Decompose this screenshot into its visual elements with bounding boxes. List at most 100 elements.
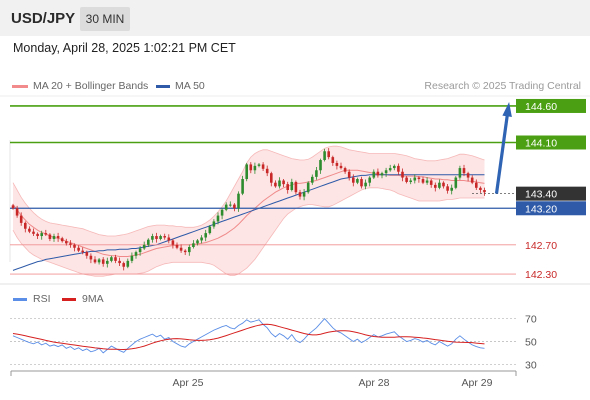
candle-body [372,171,376,178]
candle-body [376,171,380,176]
rsi-line [12,318,485,354]
candle-body [261,164,265,169]
rsi-tick-50: 50 [525,336,537,348]
candle-body [130,255,134,261]
candle-body [106,260,109,264]
rsi-tick-70: 70 [525,314,537,326]
candle-body [44,233,48,235]
candle-body [188,247,191,253]
candle-body [384,170,388,174]
candle-body [65,241,68,244]
chart-header: USD/JPY 30 MIN [0,0,590,36]
candle-body [360,179,363,187]
candle-body [315,170,318,177]
symbol-title: USD/JPY [11,10,76,27]
candle-body [220,209,224,216]
candle-body [77,247,80,251]
candle-body [171,240,175,245]
candle-body [352,177,355,183]
candle-body [204,233,207,238]
candle-body [397,165,400,172]
level-box-143.20 [516,201,586,216]
candle-body [73,244,76,248]
candle-body [446,186,449,191]
candle-body [335,162,339,166]
legend-9ma-label: 9MA [82,293,104,305]
level-box-144.10 [516,135,586,150]
candle-body [298,192,302,197]
candle-body [85,252,89,256]
candle-body [179,247,183,251]
x-tick-label: Apr 28 [359,377,390,389]
candle-body [388,168,392,171]
candle-body [138,248,142,253]
bollinger-band-fill [13,146,485,277]
candle-body [142,244,146,249]
candle-body [306,182,310,193]
candle-body [167,237,171,241]
candle-body [36,233,39,237]
candle-body [229,204,232,206]
research-credit: Research © 2025 Trading Central [424,80,581,92]
candle-body [475,182,478,188]
candle-body [364,182,367,187]
candle-body [413,177,417,181]
candle-body [327,151,330,158]
level-label-142.70: 142.70 [525,240,557,252]
candle-body [147,239,150,245]
candle-body [56,236,60,239]
candle-body [212,221,216,227]
candle-body [237,193,240,209]
candle-body [60,238,64,242]
candle-body [40,233,43,237]
candle-body [466,173,470,178]
candle-body [339,165,343,169]
timeframe-button[interactable]: 30 MIN [80,7,130,31]
legend-ma50-label: MA 50 [175,80,205,92]
candle-body [15,208,19,216]
candle-body [294,181,298,193]
candle-body [331,157,335,163]
candle-body [343,168,347,172]
candle-body [224,204,228,210]
legend-ma20-label: MA 20 + Bollinger Bands [33,80,149,92]
candle-body [110,257,113,261]
level-box-144.60 [516,98,586,113]
level-label-144.60: 144.60 [525,101,557,113]
candle-body [286,184,289,190]
candle-body [311,176,314,183]
candle-body [159,236,162,239]
forecast-arrow-head [502,102,512,117]
candle-body [356,179,359,183]
candle-body [118,260,121,264]
ma50-line [12,174,485,271]
candle-body [196,240,199,244]
candle-body [323,151,326,161]
candle-body [347,171,351,178]
candle-body [438,182,441,188]
candle-body [368,177,371,183]
candle-body [97,259,101,263]
rsi-9ma-line [12,323,485,351]
candle-body [101,259,105,264]
candle-body [241,179,244,194]
candle-body [69,243,72,245]
candle-body [274,182,277,187]
candle-body [89,255,93,260]
candle-body [134,252,138,256]
x-tick-label: Apr 25 [173,377,204,389]
bollinger-lower-line [12,187,485,277]
datetime-label: Monday, April 28, 2025 1:02:21 PM CET [13,41,236,55]
candle-body [282,180,285,185]
candle-body [11,205,15,209]
level-label-143.40: 143.40 [525,189,557,201]
candle-body [216,215,220,222]
legend-ma50-swatch [156,85,170,88]
candle-body [393,165,396,169]
candle-body [114,257,117,261]
candle-body [233,204,236,209]
x-tick-label: Apr 29 [462,377,493,389]
candle-body [151,236,154,240]
candle-body [192,243,195,247]
candle-body [401,171,404,178]
